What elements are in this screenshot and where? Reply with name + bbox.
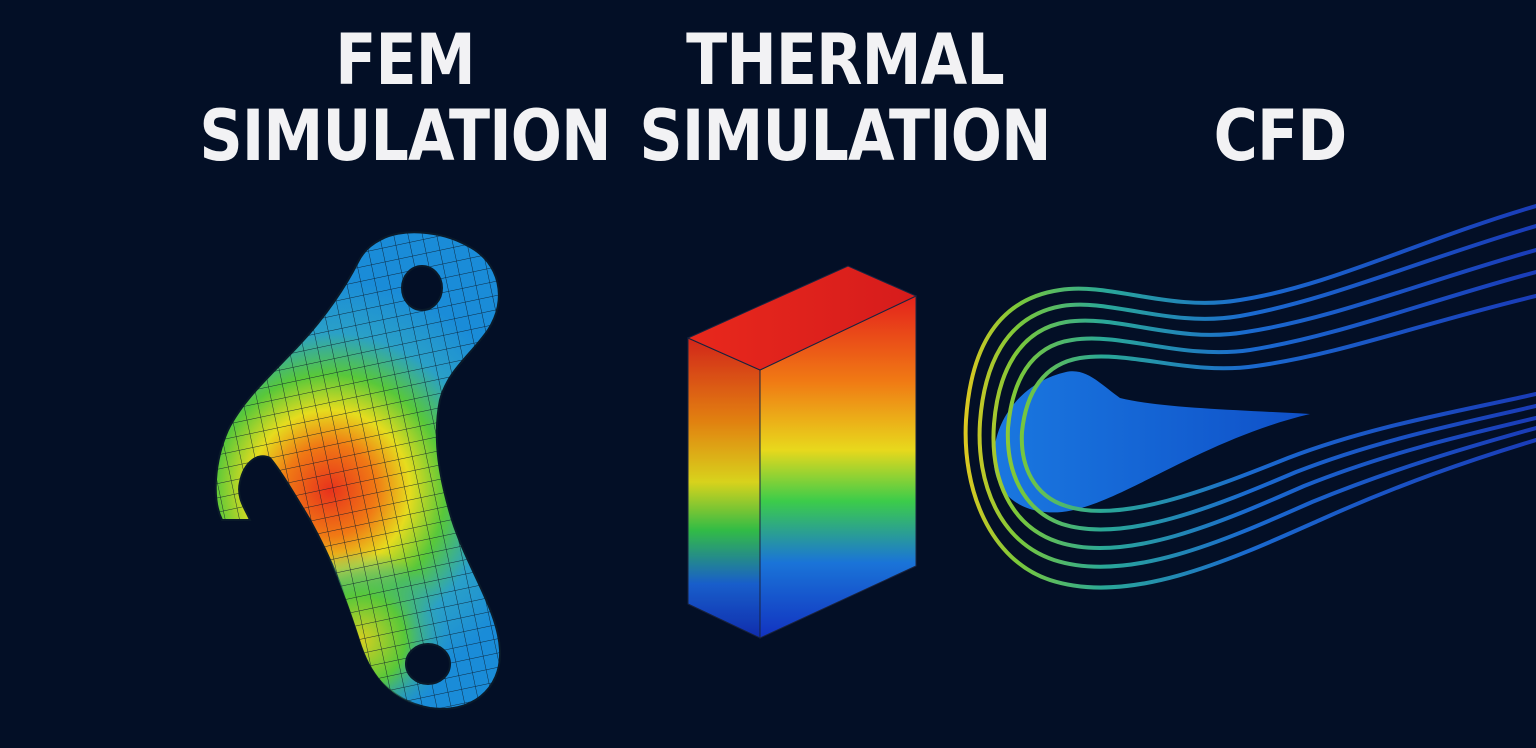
fem-title-line2: SIMULATION — [199, 95, 611, 177]
airfoil-body — [993, 371, 1310, 513]
upper-bolt-hole — [401, 265, 443, 311]
cfd-airfoil-illustration — [963, 204, 1536, 590]
thermal-title-line1: THERMAL — [686, 19, 1005, 101]
lower-bolt-hole — [405, 643, 451, 685]
thermal-block-illustration — [686, 265, 918, 639]
thermal-title-line2: SIMULATION — [639, 95, 1051, 177]
cfd-title: CFD — [1108, 98, 1452, 174]
thermal-simulation-title: THERMAL SIMULATION — [634, 22, 1055, 174]
streamlines — [963, 204, 1536, 590]
cfd-title-line1: CFD — [1213, 95, 1348, 177]
fem-bracket-illustration — [214, 231, 502, 710]
fem-title-line1: FEM — [335, 19, 475, 101]
fem-simulation-title: FEM SIMULATION — [194, 22, 615, 174]
